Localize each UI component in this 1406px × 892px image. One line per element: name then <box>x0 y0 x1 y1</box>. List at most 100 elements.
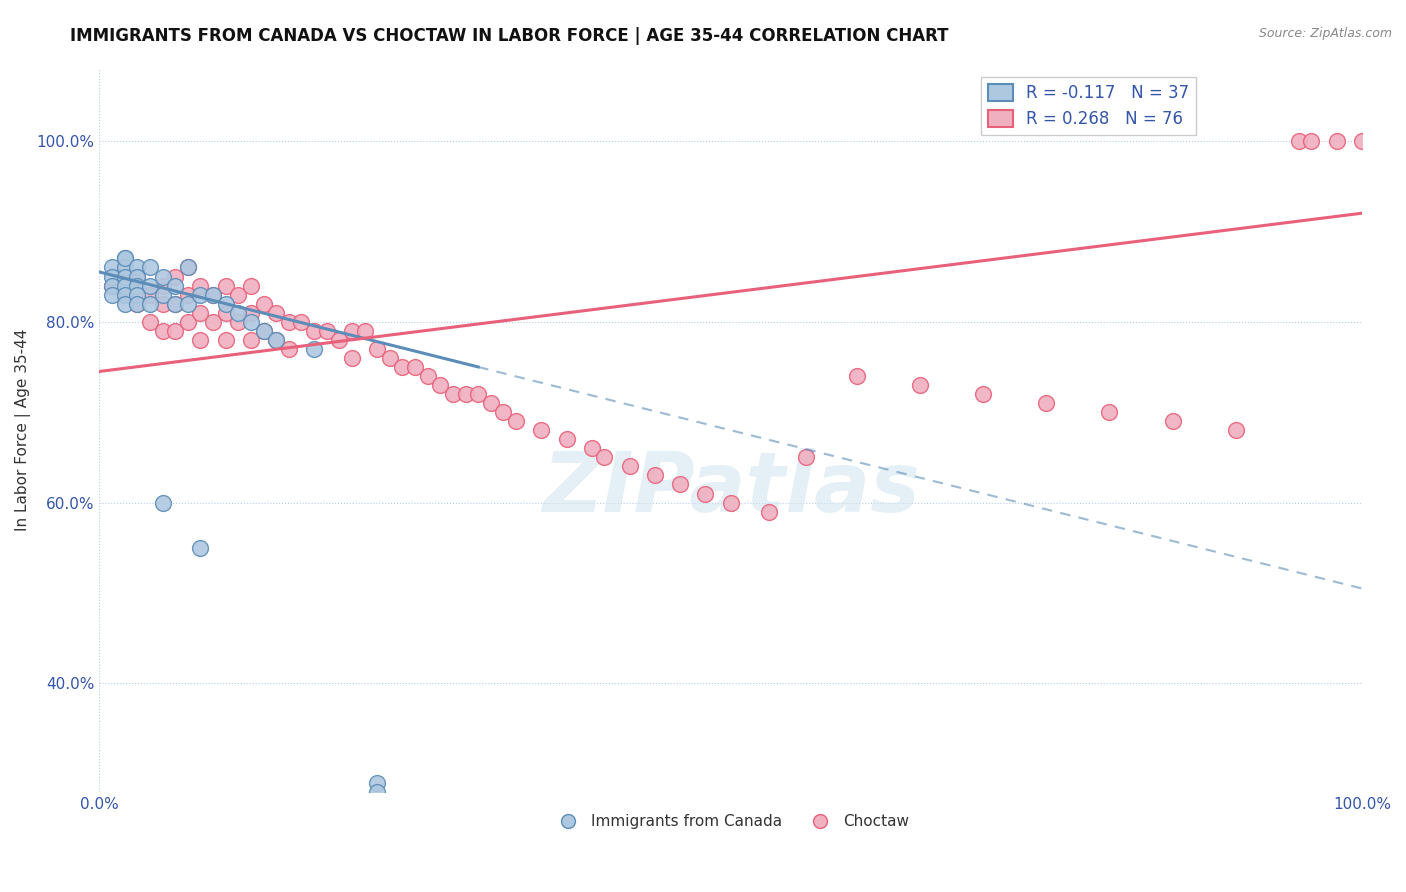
Point <box>252 324 274 338</box>
Point <box>1098 405 1121 419</box>
Point <box>165 324 187 338</box>
Point <box>114 269 136 284</box>
Point <box>215 333 238 347</box>
Point <box>264 333 287 347</box>
Point <box>114 287 136 301</box>
Point <box>139 278 162 293</box>
Point <box>758 505 780 519</box>
Point <box>972 387 994 401</box>
Y-axis label: In Labor Force | Age 35-44: In Labor Force | Age 35-44 <box>15 329 31 532</box>
Point <box>593 450 616 465</box>
Point <box>695 486 717 500</box>
Point <box>165 278 187 293</box>
Point <box>127 269 149 284</box>
Point <box>114 278 136 293</box>
Point <box>1035 396 1057 410</box>
Text: Source: ZipAtlas.com: Source: ZipAtlas.com <box>1258 27 1392 40</box>
Point <box>152 287 174 301</box>
Point <box>340 351 363 365</box>
Point <box>302 342 325 356</box>
Point <box>315 324 337 338</box>
Point <box>366 776 388 790</box>
Point <box>239 315 262 329</box>
Point <box>190 541 212 555</box>
Point <box>581 442 603 456</box>
Point <box>239 306 262 320</box>
Point <box>114 287 136 301</box>
Point <box>429 378 451 392</box>
Point <box>127 260 149 275</box>
Point <box>226 287 249 301</box>
Point <box>202 287 225 301</box>
Point <box>177 287 200 301</box>
Point <box>101 260 124 275</box>
Point <box>114 296 136 310</box>
Point <box>846 369 869 384</box>
Legend: Immigrants from Canada, Choctaw: Immigrants from Canada, Choctaw <box>547 808 915 835</box>
Point <box>101 269 124 284</box>
Point <box>454 387 477 401</box>
Point <box>530 423 553 437</box>
Point <box>1326 134 1348 148</box>
Point <box>479 396 502 410</box>
Point <box>177 260 200 275</box>
Point <box>1161 414 1184 428</box>
Point <box>215 296 238 310</box>
Point <box>190 333 212 347</box>
Point <box>165 296 187 310</box>
Point <box>190 278 212 293</box>
Point <box>127 287 149 301</box>
Point <box>796 450 818 465</box>
Point <box>1351 134 1374 148</box>
Point <box>328 333 350 347</box>
Point <box>619 459 641 474</box>
Point <box>353 324 375 338</box>
Point <box>366 785 388 799</box>
Point <box>366 342 388 356</box>
Point <box>101 287 124 301</box>
Point <box>1225 423 1247 437</box>
Point <box>139 260 162 275</box>
Point <box>215 306 238 320</box>
Point <box>152 296 174 310</box>
Point <box>165 296 187 310</box>
Point <box>226 315 249 329</box>
Point <box>101 278 124 293</box>
Point <box>177 296 200 310</box>
Point <box>215 278 238 293</box>
Point <box>252 296 274 310</box>
Point <box>264 306 287 320</box>
Point <box>720 495 742 509</box>
Point <box>391 359 413 374</box>
Point <box>252 324 274 338</box>
Text: IMMIGRANTS FROM CANADA VS CHOCTAW IN LABOR FORCE | AGE 35-44 CORRELATION CHART: IMMIGRANTS FROM CANADA VS CHOCTAW IN LAB… <box>70 27 949 45</box>
Point <box>202 287 225 301</box>
Point <box>139 296 162 310</box>
Point <box>277 315 299 329</box>
Point <box>404 359 426 374</box>
Point <box>277 342 299 356</box>
Text: ZIPatlas: ZIPatlas <box>541 448 920 529</box>
Point <box>114 252 136 266</box>
Point <box>152 269 174 284</box>
Point <box>152 324 174 338</box>
Point <box>152 495 174 509</box>
Point <box>416 369 439 384</box>
Point <box>239 333 262 347</box>
Point <box>202 315 225 329</box>
Point <box>1301 134 1323 148</box>
Point <box>239 278 262 293</box>
Point <box>114 269 136 284</box>
Point <box>139 315 162 329</box>
Point <box>302 324 325 338</box>
Point <box>165 269 187 284</box>
Point <box>114 252 136 266</box>
Point <box>492 405 515 419</box>
Point <box>127 296 149 310</box>
Point <box>555 432 578 446</box>
Point <box>505 414 527 428</box>
Point <box>177 260 200 275</box>
Point <box>340 324 363 338</box>
Point <box>101 278 124 293</box>
Point <box>190 306 212 320</box>
